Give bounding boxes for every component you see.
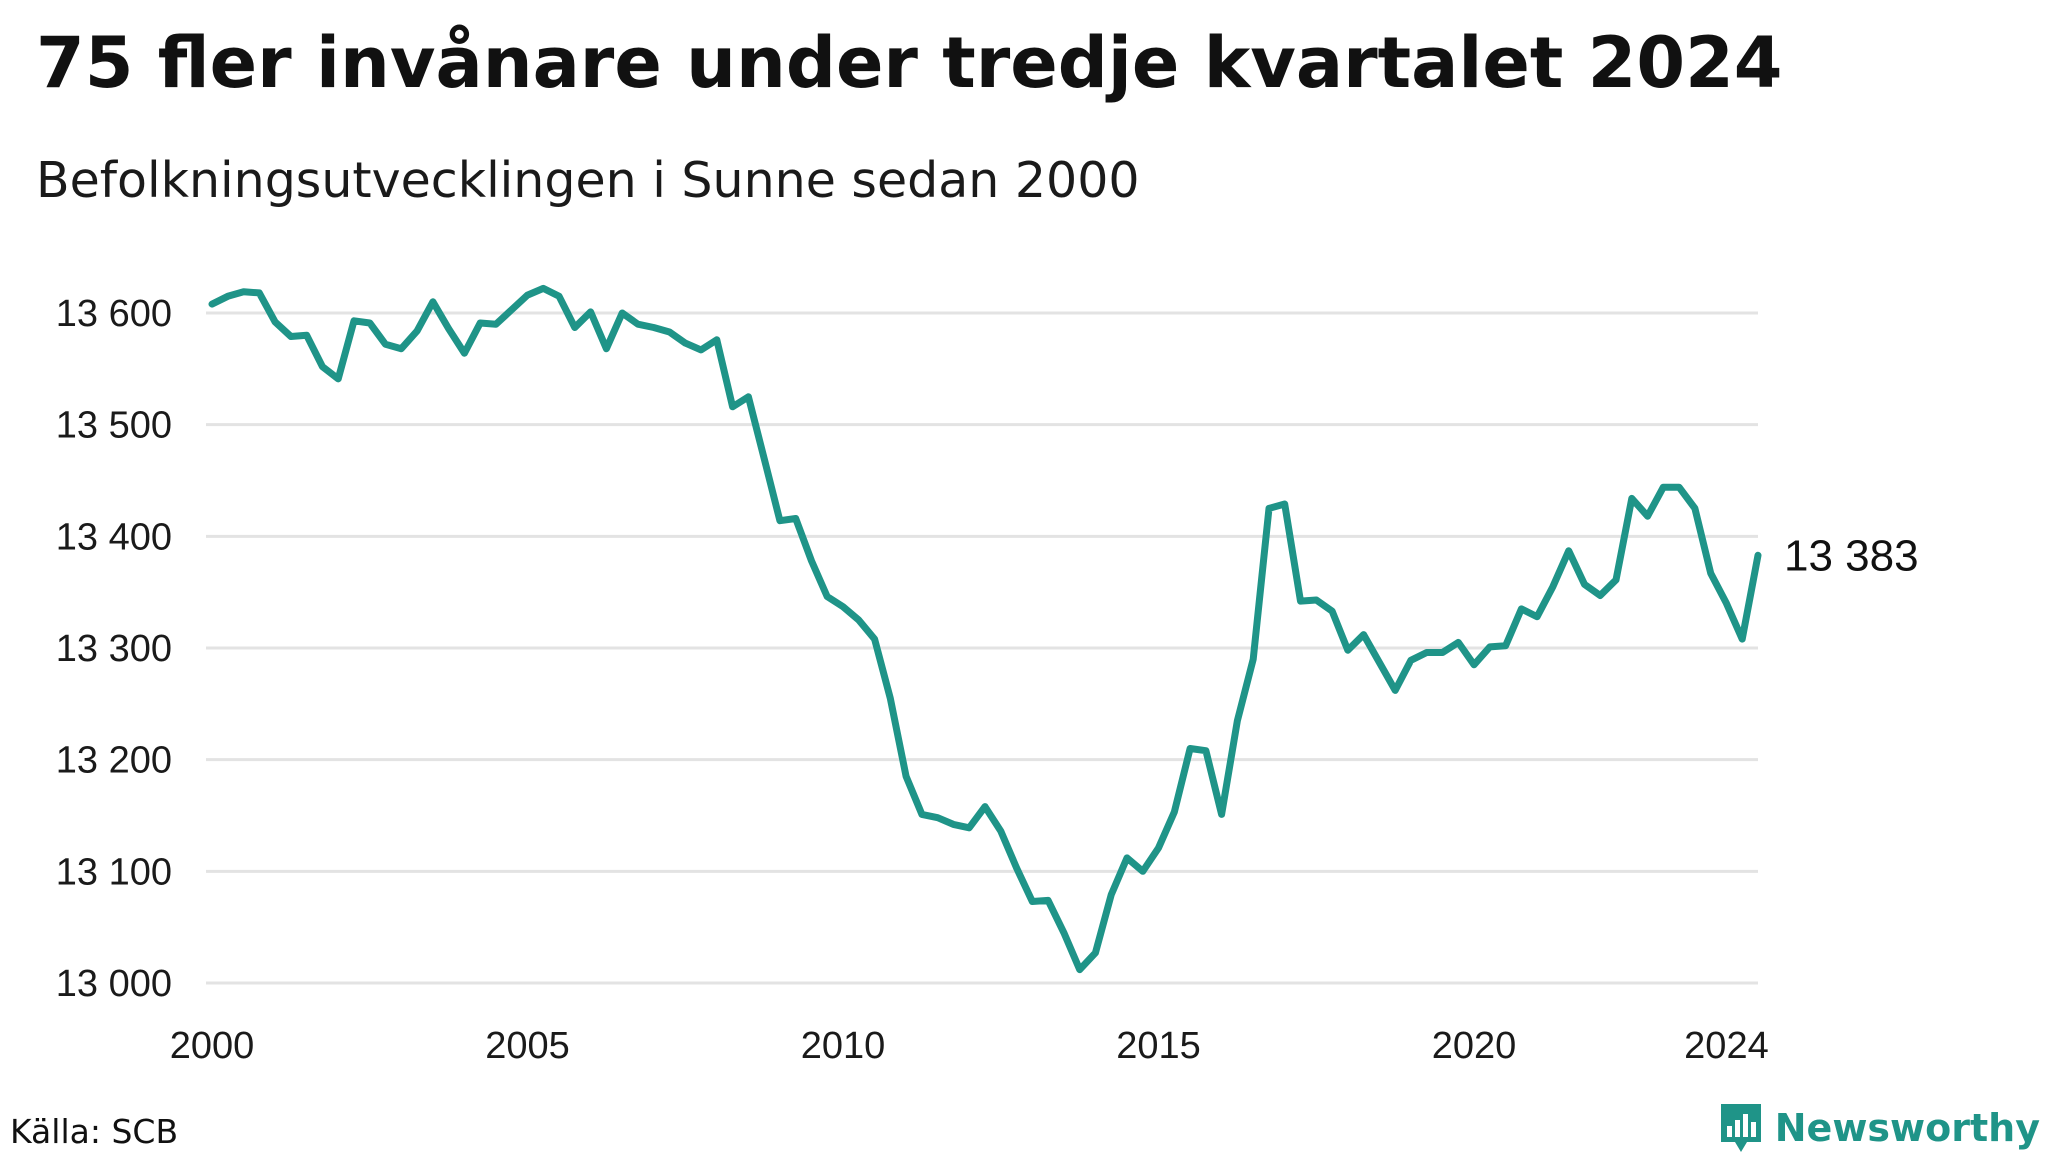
y-tick-label: 13 300 — [56, 628, 172, 670]
end-value-label: 13 383 — [1784, 531, 1919, 580]
source-note: Källa: SCB — [10, 1112, 179, 1151]
x-tick-label: 2024 — [1684, 1025, 1769, 1067]
y-axis-ticks: 13 000 13 100 13 200 13 300 13 400 13 500 13 6… — [56, 293, 172, 1005]
x-tick-label: 2015 — [1116, 1025, 1201, 1067]
line-chart: 13 000 13 100 13 200 13 300 13 400 13 500 13 6… — [56, 284, 1919, 1067]
x-tick-label: 2020 — [1432, 1025, 1517, 1067]
y-tick-label: 13 100 — [56, 851, 172, 893]
chart-title: 75 fler invånare under tredje kvartalet … — [36, 22, 1783, 104]
y-tick-label: 13 600 — [56, 293, 172, 335]
bar-chart-speech-bubble-icon — [1720, 1104, 1761, 1152]
brand-logo: Newsworthy — [1717, 1100, 2040, 1156]
series-layer — [208, 284, 1762, 974]
y-tick-label: 13 400 — [56, 516, 172, 558]
brand-name: Newsworthy — [1774, 1106, 2040, 1150]
y-tick-label: 13 000 — [56, 963, 172, 1005]
x-tick-label: 2000 — [170, 1025, 255, 1067]
chart-subtitle: Befolkningsutvecklingen i Sunne sedan 20… — [36, 152, 1140, 209]
grid-lines — [206, 311, 1758, 985]
x-tick-label: 2010 — [801, 1025, 886, 1067]
x-axis-ticks: 2000 2005 2010 2015 2020 2024 — [170, 1025, 1769, 1067]
series-line-0 — [208, 284, 1762, 974]
y-tick-label: 13 500 — [56, 405, 172, 447]
y-tick-label: 13 200 — [56, 740, 172, 782]
x-tick-label: 2005 — [485, 1025, 570, 1067]
